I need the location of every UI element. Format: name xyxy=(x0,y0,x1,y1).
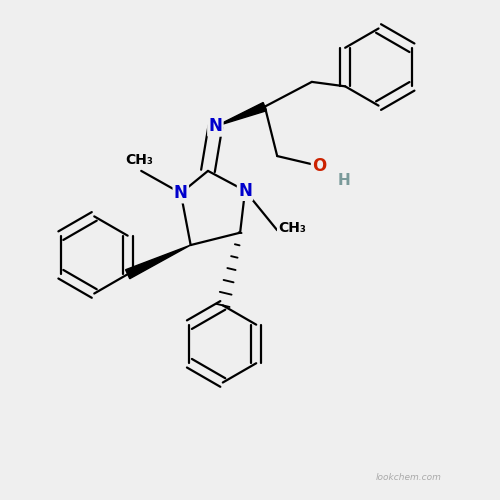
Text: lookchem.com: lookchem.com xyxy=(376,473,441,482)
Polygon shape xyxy=(126,245,190,278)
Text: H: H xyxy=(338,174,350,188)
Text: CH₃: CH₃ xyxy=(125,153,152,167)
Text: CH₃: CH₃ xyxy=(278,221,306,235)
Polygon shape xyxy=(216,102,266,126)
Text: N: N xyxy=(174,184,188,202)
Text: N: N xyxy=(238,182,252,200)
Text: O: O xyxy=(312,157,326,175)
Text: N: N xyxy=(208,118,222,136)
